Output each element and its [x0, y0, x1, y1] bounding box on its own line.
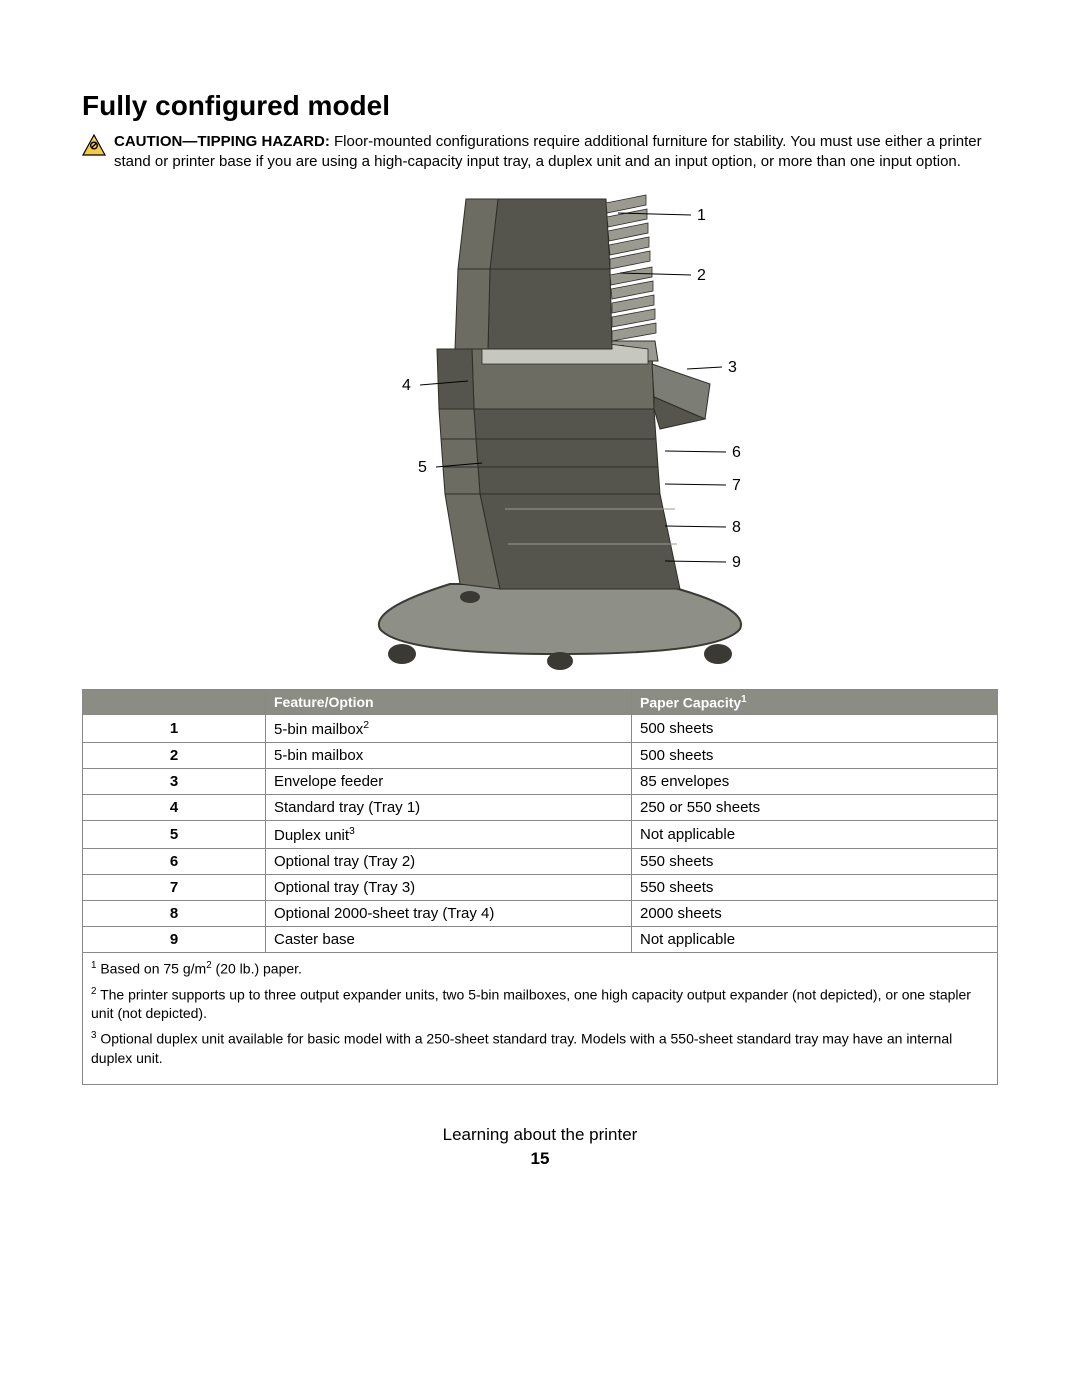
- table-row: 4Standard tray (Tray 1)250 or 550 sheets: [83, 795, 998, 821]
- row-index: 8: [83, 901, 266, 927]
- row-feature: 5-bin mailbox: [266, 743, 632, 769]
- row-capacity: 2000 sheets: [632, 901, 998, 927]
- row-feature: Envelope feeder: [266, 769, 632, 795]
- page-footer: Learning about the printer 15: [82, 1125, 998, 1169]
- row-capacity: 250 or 550 sheets: [632, 795, 998, 821]
- diagram-callout-2: 2: [697, 267, 706, 285]
- table-row: 25-bin mailbox500 sheets: [83, 743, 998, 769]
- row-index: 2: [83, 743, 266, 769]
- footnote-3: 3 Optional duplex unit available for bas…: [91, 1029, 989, 1067]
- page-heading: Fully configured model: [82, 90, 998, 122]
- row-feature: Optional tray (Tray 2): [266, 849, 632, 875]
- row-capacity: 85 envelopes: [632, 769, 998, 795]
- row-capacity: 500 sheets: [632, 743, 998, 769]
- table-header-feature: Feature/Option: [266, 689, 632, 715]
- footnote-1: 1 Based on 75 g/m2 (20 lb.) paper.: [91, 959, 989, 979]
- row-capacity: 500 sheets: [632, 715, 998, 743]
- row-capacity: Not applicable: [632, 927, 998, 953]
- printer-diagram: 1 2 3 4 5 6 7 8 9: [250, 189, 830, 679]
- row-feature: 5-bin mailbox2: [266, 715, 632, 743]
- diagram-callout-5: 5: [418, 459, 427, 477]
- row-feature: Duplex unit3: [266, 821, 632, 849]
- diagram-callout-8: 8: [732, 519, 741, 537]
- diagram-callout-4: 4: [402, 377, 411, 395]
- table-row: 5Duplex unit3Not applicable: [83, 821, 998, 849]
- footer-section-title: Learning about the printer: [82, 1125, 998, 1145]
- footer-page-number: 15: [82, 1149, 998, 1169]
- row-index: 7: [83, 875, 266, 901]
- row-capacity: 550 sheets: [632, 849, 998, 875]
- row-feature: Caster base: [266, 927, 632, 953]
- row-index: 4: [83, 795, 266, 821]
- diagram-callout-3: 3: [728, 359, 737, 377]
- row-index: 9: [83, 927, 266, 953]
- diagram-callout-7: 7: [732, 477, 741, 495]
- row-capacity: 550 sheets: [632, 875, 998, 901]
- table-row: 8Optional 2000-sheet tray (Tray 4)2000 s…: [83, 901, 998, 927]
- row-feature: Standard tray (Tray 1): [266, 795, 632, 821]
- caution-label: CAUTION—TIPPING HAZARD:: [114, 133, 330, 150]
- row-capacity: Not applicable: [632, 821, 998, 849]
- caution-text: CAUTION—TIPPING HAZARD: Floor-mounted co…: [114, 132, 998, 173]
- row-index: 1: [83, 715, 266, 743]
- caution-block: CAUTION—TIPPING HAZARD: Floor-mounted co…: [82, 132, 998, 173]
- feature-table: Feature/Option Paper Capacity1 15-bin ma…: [82, 689, 998, 954]
- diagram-callout-9: 9: [732, 554, 741, 572]
- table-row: 9Caster baseNot applicable: [83, 927, 998, 953]
- table-header-capacity: Paper Capacity1: [632, 689, 998, 715]
- table-row: 7Optional tray (Tray 3)550 sheets: [83, 875, 998, 901]
- warning-triangle-icon: [82, 134, 106, 162]
- footnotes: 1 Based on 75 g/m2 (20 lb.) paper. 2 The…: [82, 953, 998, 1084]
- table-row: 3Envelope feeder85 envelopes: [83, 769, 998, 795]
- table-row: 15-bin mailbox2500 sheets: [83, 715, 998, 743]
- diagram-callout-1: 1: [697, 207, 706, 225]
- table-header-row: Feature/Option Paper Capacity1: [83, 689, 998, 715]
- row-index: 5: [83, 821, 266, 849]
- diagram-callout-6: 6: [732, 444, 741, 462]
- row-index: 3: [83, 769, 266, 795]
- table-row: 6Optional tray (Tray 2)550 sheets: [83, 849, 998, 875]
- table-header-blank: [83, 689, 266, 715]
- row-feature: Optional tray (Tray 3): [266, 875, 632, 901]
- row-feature: Optional 2000-sheet tray (Tray 4): [266, 901, 632, 927]
- row-index: 6: [83, 849, 266, 875]
- footnote-2: 2 The printer supports up to three outpu…: [91, 985, 989, 1023]
